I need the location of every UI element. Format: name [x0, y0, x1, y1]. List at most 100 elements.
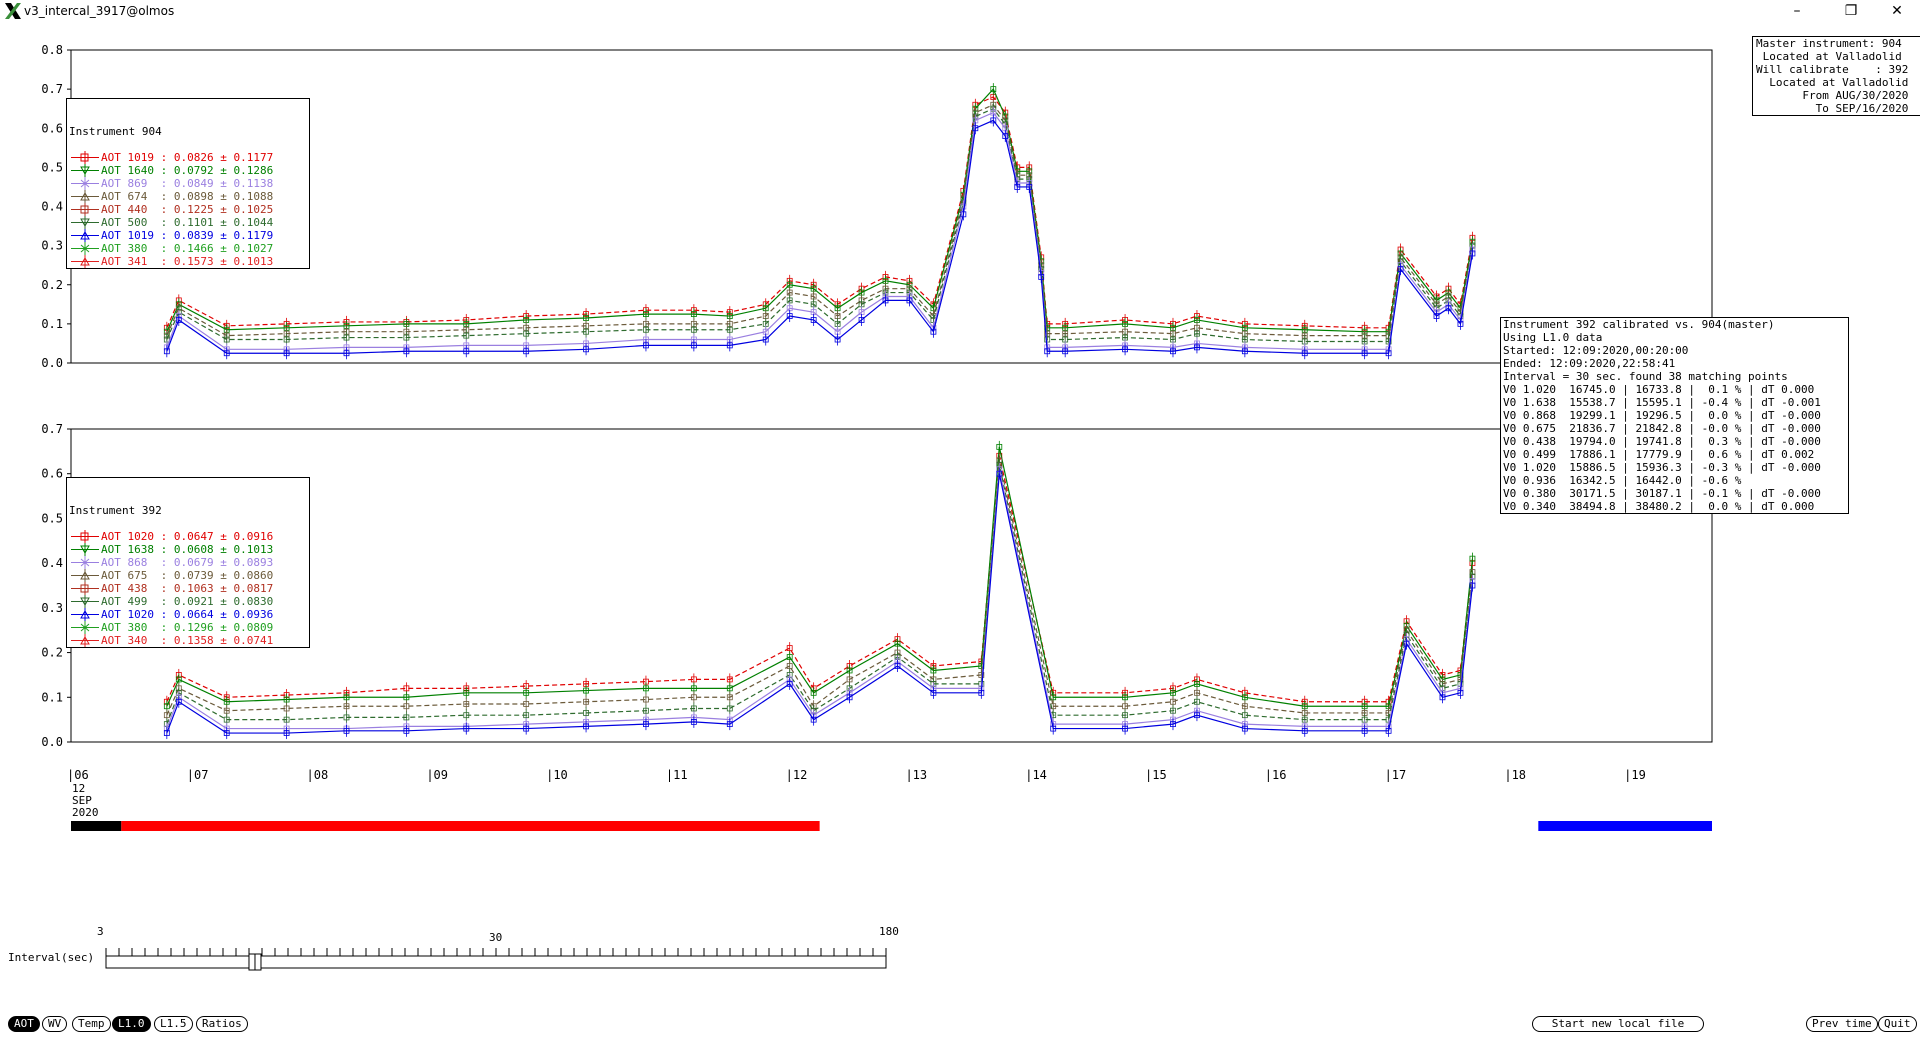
prev-time-button[interactable]: Prev time [1806, 1016, 1878, 1032]
data-point [1122, 712, 1128, 719]
data-point [1194, 680, 1200, 687]
calibration-line: V0 0.380 30171.5 | 30187.1 | -0.1 % | dT… [1503, 487, 1821, 500]
calibration-line: V0 0.675 21836.7 | 21842.8 | -0.0 % | dT… [1503, 422, 1821, 435]
data-point [523, 689, 530, 696]
legend-item-label: AOT 380 : [101, 242, 168, 255]
data-point [726, 326, 733, 333]
maximize-button[interactable]: ❐ [1844, 3, 1858, 19]
legend-item: AOT 500 : 0.1101 ± 0.1044 [69, 216, 307, 229]
legend-item-value: 0.1296 ± 0.0809 [173, 621, 274, 634]
series-line-1 [166, 446, 1474, 707]
data-point [343, 727, 350, 734]
data-point [1038, 274, 1045, 280]
legend-item: AOT 1020 : 0.0647 ± 0.0916 [69, 530, 307, 543]
data-point [1062, 348, 1069, 355]
temp-button[interactable]: Temp [72, 1016, 111, 1032]
legend-item-value: 0.1573 ± 0.1013 [173, 255, 274, 268]
slider-track [105, 955, 887, 969]
master-info-line: Located at Valladolid [1756, 76, 1909, 89]
data-point [403, 334, 410, 341]
data-point [463, 701, 470, 707]
wv-button[interactable]: WV [42, 1016, 68, 1032]
data-point [1469, 582, 1476, 589]
data-point [403, 703, 410, 710]
ratios-button[interactable]: Ratios [196, 1016, 248, 1032]
plot-canvas[interactable]: 0.0 0.1 0.2 0.3 0.4 0.5 0.6 0.7 0.8 0.0 0.1 0.2 0.3… [0, 22, 1920, 1037]
data-point [583, 710, 589, 716]
legend-item: AOT 1019 : 0.0826 ± 0.1177 [69, 151, 307, 164]
data-point [996, 470, 1003, 477]
series-line-2 [166, 104, 1474, 337]
data-point [643, 685, 649, 692]
x-tick-label: |16 [1265, 768, 1287, 782]
calibration-line: V0 1.638 15538.7 | 15595.1 | -0.4 % | dT… [1503, 396, 1821, 409]
data-point [283, 336, 290, 343]
y-tick-label: 0.1 [41, 690, 63, 704]
legend-marker-icon [71, 634, 99, 647]
legend-item-value: 0.1101 ± 0.1044 [173, 216, 274, 229]
aot-button[interactable]: AOT [8, 1016, 40, 1032]
interval-label: Interval(sec) [8, 951, 95, 964]
plot-frame [70, 49, 1713, 364]
legend-marker-icon [71, 530, 99, 543]
data-point [1026, 184, 1033, 190]
data-point [762, 336, 769, 343]
master-info-line: Master instrument: 904 [1756, 37, 1902, 50]
l15-button[interactable]: L1.5 [154, 1016, 193, 1032]
slider-max-label: 180 [879, 925, 899, 938]
data-point [1241, 348, 1248, 355]
legend-item-label: AOT 1020 : [101, 530, 168, 543]
legend-item-value: 0.1225 ± 0.1025 [173, 203, 274, 216]
x-tick-label: |11 [666, 768, 688, 782]
data-point [930, 689, 937, 696]
interval-slider[interactable] [105, 948, 887, 971]
data-point [583, 698, 589, 705]
x-tick-label: |18 [1504, 768, 1526, 782]
data-point [1170, 348, 1176, 355]
series-line-1 [166, 88, 1474, 333]
data-point [1194, 712, 1200, 719]
legend-item: AOT 674 : 0.0898 ± 0.1088 [69, 190, 307, 203]
data-point [463, 348, 470, 355]
data-point [1170, 698, 1176, 705]
data-point [463, 689, 470, 696]
data-point [1385, 727, 1392, 734]
data-point [463, 725, 470, 732]
data-point [403, 727, 410, 734]
date-label: SEP [72, 794, 92, 807]
data-point [283, 716, 290, 723]
series-line-4 [166, 111, 1474, 350]
quit-button[interactable]: Quit [1878, 1016, 1917, 1032]
date-label: 12 [72, 782, 85, 795]
legend-item-value: 0.1063 ± 0.0817 [173, 582, 274, 595]
data-point [690, 676, 697, 683]
y-tick-label: 0.5 [41, 511, 63, 525]
data-point [882, 297, 889, 304]
data-point [463, 332, 470, 339]
minimize-button[interactable]: – [1793, 3, 1801, 19]
legend-item: AOT 341 : 0.1573 ± 0.1013 [69, 255, 307, 268]
legend-item-value: 0.0898 ± 0.1088 [173, 190, 274, 203]
series-line-3 [166, 107, 1474, 343]
legend-item: AOT 869 : 0.0849 ± 0.1138 [69, 177, 307, 190]
close-button[interactable]: ✕ [1891, 3, 1903, 19]
y-tick-label: 0.4 [41, 556, 63, 570]
legend-item-value: 0.0849 ± 0.1138 [173, 177, 274, 190]
series-line-2 [166, 460, 1474, 716]
legend-marker-icon [71, 569, 99, 582]
data-point [1361, 727, 1368, 734]
legend-marker-icon [71, 203, 99, 216]
l10-button[interactable]: L1.0 [112, 1016, 151, 1032]
chart-instrument-904: 0.0 0.1 0.2 0.3 0.4 0.5 0.6 0.7 0.8 [41, 43, 1713, 370]
data-point [403, 714, 410, 721]
date-label: 2020 [72, 806, 99, 819]
data-point [643, 721, 649, 728]
data-point [163, 730, 170, 736]
series-line-0 [166, 96, 1474, 329]
legend-marker-icon [71, 608, 99, 621]
data-point [175, 317, 182, 323]
start-new-local-file-button[interactable]: Start new local file [1532, 1016, 1704, 1032]
data-point [343, 350, 350, 357]
legend-marker-icon [71, 190, 99, 203]
master-info-line: To SEP/16/2020 [1756, 102, 1909, 115]
